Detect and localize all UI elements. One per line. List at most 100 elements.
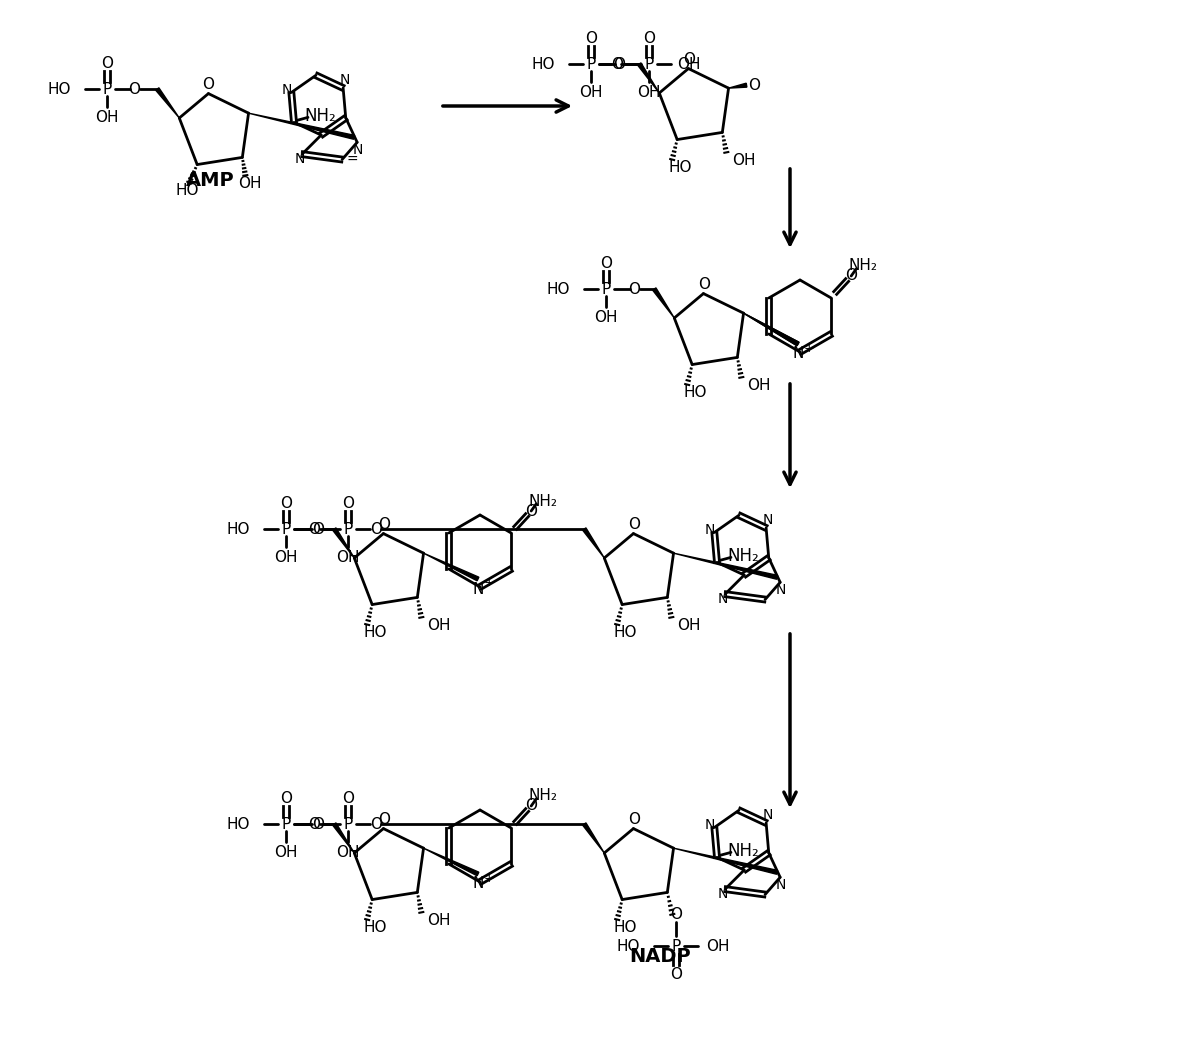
Text: P: P <box>281 817 291 832</box>
Text: O: O <box>525 504 537 519</box>
Text: O: O <box>845 268 857 283</box>
Text: HO: HO <box>227 817 251 832</box>
Text: P: P <box>644 56 654 71</box>
Text: OH: OH <box>96 109 119 124</box>
Polygon shape <box>332 528 355 558</box>
Text: N: N <box>704 523 715 538</box>
Text: O: O <box>280 495 292 510</box>
Text: O: O <box>280 790 292 805</box>
Text: OH: OH <box>579 85 603 100</box>
Text: =: = <box>346 153 358 167</box>
Text: N: N <box>340 73 350 87</box>
Text: O: O <box>343 495 355 510</box>
Text: NH₂: NH₂ <box>849 259 878 274</box>
Text: O: O <box>312 522 324 537</box>
Text: NADP: NADP <box>629 946 690 966</box>
Text: P: P <box>344 522 353 537</box>
Text: N: N <box>762 512 773 527</box>
Text: HO: HO <box>613 625 637 640</box>
Text: N: N <box>717 592 728 606</box>
Text: OH: OH <box>707 939 729 954</box>
Text: N: N <box>473 581 483 596</box>
Text: NH₂: NH₂ <box>304 107 336 125</box>
Text: P: P <box>344 817 353 832</box>
Text: OH: OH <box>274 845 298 859</box>
Text: AMP: AMP <box>186 172 234 191</box>
Text: O: O <box>629 812 641 828</box>
Text: O: O <box>370 817 382 832</box>
Text: OH: OH <box>428 912 450 928</box>
Text: O: O <box>699 277 710 292</box>
Text: O: O <box>309 817 320 832</box>
Text: HO: HO <box>613 920 637 935</box>
Polygon shape <box>583 528 604 558</box>
Text: O: O <box>600 256 612 271</box>
Text: O: O <box>309 522 320 537</box>
Text: OH: OH <box>239 176 262 191</box>
Text: OH: OH <box>428 618 450 633</box>
Text: O: O <box>629 517 641 532</box>
Text: OH: OH <box>747 378 771 393</box>
Text: HO: HO <box>532 56 556 71</box>
Polygon shape <box>156 88 180 118</box>
Polygon shape <box>674 848 778 874</box>
Text: OH: OH <box>337 550 361 564</box>
Text: P: P <box>103 82 112 97</box>
Text: NH₂: NH₂ <box>528 788 558 803</box>
Text: N: N <box>353 143 363 157</box>
Polygon shape <box>583 823 604 853</box>
Text: P: P <box>602 281 611 296</box>
Text: HO: HO <box>175 184 199 198</box>
Polygon shape <box>728 83 747 88</box>
Text: P: P <box>671 939 681 954</box>
Text: HO: HO <box>363 625 387 640</box>
Text: HO: HO <box>363 920 387 935</box>
Text: O: O <box>643 31 655 46</box>
Text: OH: OH <box>274 550 298 564</box>
Polygon shape <box>248 114 355 139</box>
Text: +: + <box>483 871 494 885</box>
Polygon shape <box>743 313 799 346</box>
Text: N: N <box>473 876 483 891</box>
Text: N: N <box>762 808 773 822</box>
Text: OH: OH <box>595 310 618 325</box>
Polygon shape <box>423 553 479 580</box>
Text: HO: HO <box>227 522 251 537</box>
Text: O: O <box>370 522 382 537</box>
Text: O: O <box>748 77 760 92</box>
Text: OH: OH <box>677 618 701 633</box>
Text: O: O <box>670 967 682 981</box>
Text: HO: HO <box>683 385 707 400</box>
Text: OH: OH <box>733 153 755 168</box>
Text: HO: HO <box>668 160 691 175</box>
Text: N: N <box>717 887 728 901</box>
Text: OH: OH <box>637 85 661 100</box>
Text: N: N <box>281 84 292 98</box>
Text: O: O <box>525 799 537 814</box>
Text: N: N <box>775 879 786 892</box>
Text: O: O <box>585 31 597 46</box>
Text: O: O <box>343 790 355 805</box>
Text: O: O <box>202 77 214 92</box>
Text: N: N <box>775 584 786 597</box>
Polygon shape <box>743 313 799 346</box>
Text: OH: OH <box>337 845 361 859</box>
Text: HO: HO <box>47 82 71 97</box>
Text: O: O <box>378 517 390 532</box>
Text: O: O <box>629 281 641 296</box>
Text: O: O <box>670 907 682 922</box>
Text: +: + <box>483 576 494 590</box>
Polygon shape <box>637 63 660 93</box>
Text: N: N <box>704 818 715 833</box>
Text: HO: HO <box>547 281 570 296</box>
Polygon shape <box>674 553 778 579</box>
Text: N: N <box>294 152 305 167</box>
Text: HO: HO <box>617 939 641 954</box>
Text: OH: OH <box>677 56 701 71</box>
Text: P: P <box>586 56 596 71</box>
Polygon shape <box>423 848 479 875</box>
Text: O: O <box>129 82 141 97</box>
Text: O: O <box>378 812 390 828</box>
Text: NH₂: NH₂ <box>727 547 759 566</box>
Text: NH₂: NH₂ <box>528 493 558 508</box>
